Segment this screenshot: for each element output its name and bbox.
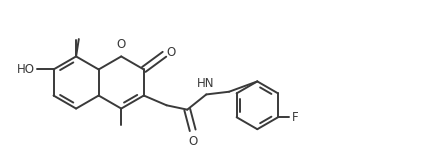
Text: O: O <box>167 46 176 59</box>
Text: O: O <box>188 135 197 148</box>
Text: HN: HN <box>196 77 214 90</box>
Text: HO: HO <box>17 63 34 76</box>
Text: F: F <box>292 111 298 124</box>
Text: O: O <box>117 38 126 51</box>
